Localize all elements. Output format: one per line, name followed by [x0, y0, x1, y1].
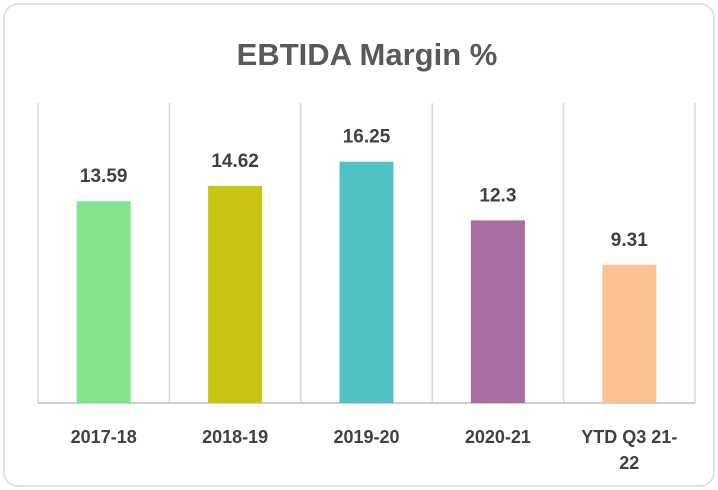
- bar: [602, 264, 657, 403]
- bar: [339, 161, 394, 403]
- x-tick-label: YTD Q3 21-22: [581, 427, 678, 473]
- x-tick-label: 2017-18: [70, 427, 137, 447]
- x-tick-label: 2018-19: [202, 427, 269, 447]
- value-label: 9.31: [611, 230, 648, 251]
- value-label: 13.59: [80, 166, 128, 187]
- bar: [470, 220, 525, 403]
- bar: [208, 185, 263, 403]
- value-label: 12.3: [479, 185, 516, 206]
- x-tick-label: 2019-20: [333, 427, 400, 447]
- value-label: 14.62: [211, 151, 259, 172]
- x-tick-label: 2020-21: [464, 427, 531, 447]
- chart-title: EBTIDA Margin %: [237, 37, 498, 72]
- bar: [76, 201, 131, 403]
- value-label: 16.25: [343, 127, 391, 148]
